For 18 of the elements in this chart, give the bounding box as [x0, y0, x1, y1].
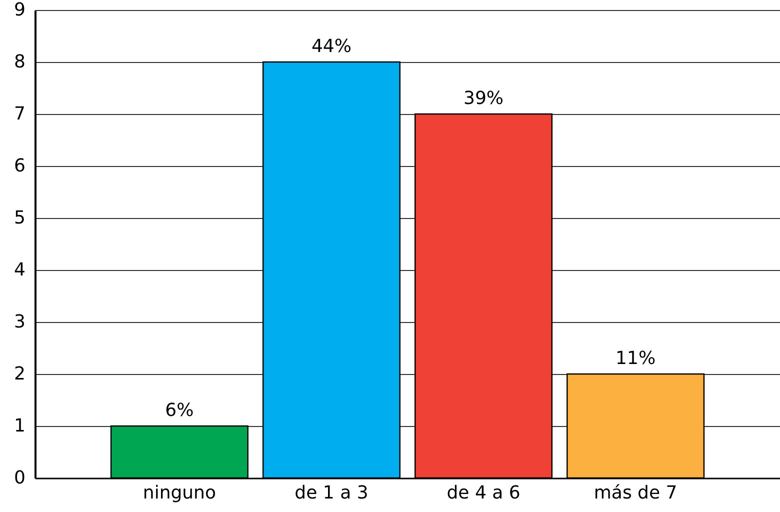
y-tick-label: 3 [14, 312, 26, 332]
annotation: 11% [616, 348, 656, 369]
annotation: 6% [165, 400, 194, 421]
y-tick-label: 2 [14, 364, 26, 384]
y-tick-label: 8 [14, 52, 26, 72]
y-tick-label: 0 [14, 468, 26, 488]
y-tick-label: 9 [14, 0, 26, 20]
x-tick-label: de 4 a 6 [446, 482, 520, 504]
y-tick-label: 1 [14, 416, 26, 436]
y-tick-label: 7 [14, 104, 26, 124]
x-tick-label: ninguno [142, 482, 216, 504]
y-tick-label: 5 [14, 208, 26, 228]
y-tick-label: 6 [14, 156, 26, 176]
y-tick-label: 4 [14, 260, 26, 280]
annotation: 44% [311, 36, 352, 57]
x-tick-label: más de 7 [594, 482, 678, 504]
annotation: 39% [464, 88, 504, 109]
x-tick-label: de 1 a 3 [294, 482, 368, 504]
